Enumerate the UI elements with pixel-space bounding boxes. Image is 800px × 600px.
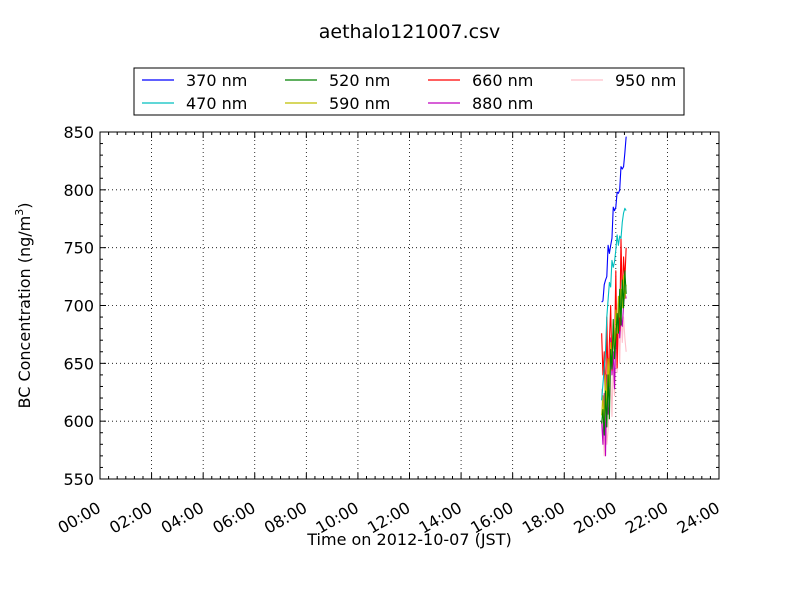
legend-label: 470 nm [186, 94, 247, 113]
x-tick-label: 08:00 [261, 498, 310, 538]
legend-label: 880 nm [472, 94, 533, 113]
y-tick-label: 750 [63, 239, 94, 258]
series-line-520-nm [601, 270, 627, 436]
series-layer [601, 136, 627, 457]
legend: 370 nm 470 nm 520 nm 590 nm 660 nm 880 nm 950 … [133, 67, 685, 116]
x-tick-label: 06:00 [209, 498, 258, 538]
x-tick-label: 00:00 [55, 498, 104, 538]
legend-label: 370 nm [186, 71, 247, 90]
y-tick-labels: 550 600 650 700 750 800 850 [63, 123, 94, 489]
axis-ticks [99, 131, 720, 480]
series-line-370-nm [601, 136, 627, 303]
legend-label: 520 nm [329, 71, 390, 90]
x-tick-label: 22:00 [622, 498, 671, 538]
y-tick-label: 850 [63, 123, 94, 142]
x-tick-label: 18:00 [519, 498, 568, 538]
y-axis-label-superscript: 3 [13, 209, 26, 216]
legend-label: 660 nm [472, 71, 533, 90]
y-tick-label: 650 [63, 354, 94, 373]
y-tick-label: 550 [63, 470, 94, 489]
legend-label: 590 nm [329, 94, 390, 113]
y-axis-label-base: BC Concentration (ng/m [15, 216, 34, 409]
series-line-470-nm [601, 207, 627, 401]
x-tick-label: 20:00 [570, 498, 619, 538]
legend-label: 950 nm [615, 71, 676, 90]
x-tick-label: 02:00 [106, 498, 155, 538]
y-tick-label: 600 [63, 412, 94, 431]
chart-title: aethalo121007.csv [319, 21, 501, 43]
y-axis-label: BC Concentration (ng/m3) [13, 203, 34, 409]
x-tick-label: 24:00 [674, 498, 723, 538]
x-axis-label: Time on 2012-10-07 (JST) [306, 530, 511, 549]
x-tick-label: 04:00 [158, 498, 207, 538]
legend-box [133, 67, 685, 116]
series-line-880-nm [601, 291, 627, 457]
y-axis-label-tail: ) [15, 203, 34, 209]
y-tick-label: 800 [63, 181, 94, 200]
y-tick-label: 700 [63, 297, 94, 316]
grid-lines [100, 132, 719, 479]
